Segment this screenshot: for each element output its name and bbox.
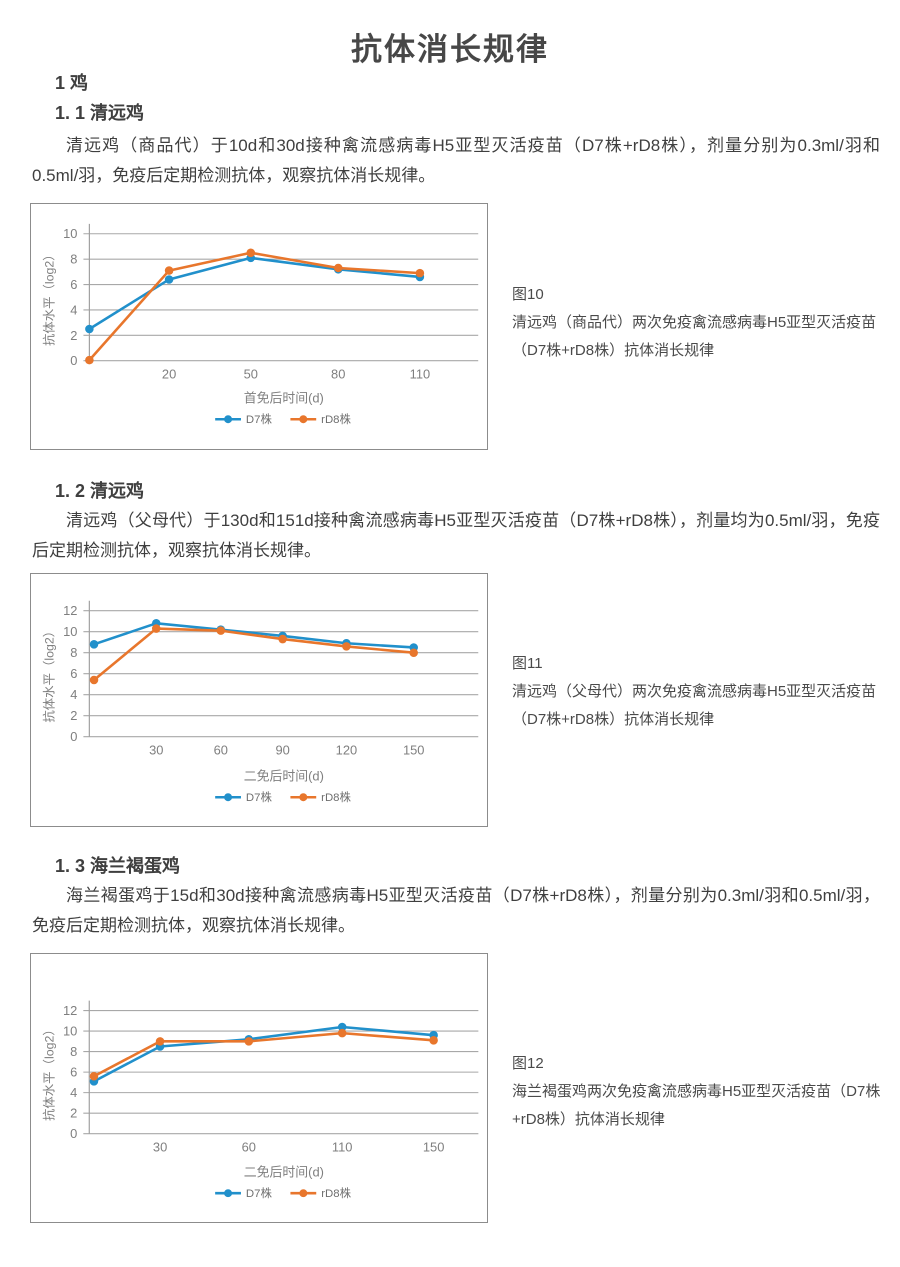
y-tick-label: 10 [63,1024,77,1039]
y-tick-label: 6 [70,277,77,292]
x-axis-title: 首免后时间(d) [244,390,324,405]
y-tick-label: 2 [70,708,77,723]
data-point-D7株 [164,275,174,284]
y-tick-label: 0 [70,353,77,368]
data-point-rD8株 [155,1037,165,1046]
x-tick-label: 60 [242,1140,256,1155]
y-tick-label: 0 [70,729,77,744]
data-point-rD8株 [151,624,161,633]
legend-label-D7株: D7株 [246,1186,273,1200]
figure-12-caption: 图12 海兰褐蛋鸡两次免疫禽流感病毒H5亚型灭活疫苗（D7株+rD8株）抗体消长… [512,1050,886,1134]
paragraph-1-3: 海兰褐蛋鸡于15d和30d接种禽流感病毒H5亚型灭活疫苗（D7株+rD8株），剂… [32,886,880,935]
data-point-rD8株 [85,355,94,365]
data-point-D7株 [85,324,94,334]
data-point-rD8株 [409,648,418,657]
y-tick-label: 10 [63,624,77,639]
y-tick-label: 12 [63,603,77,618]
figure-10-line-chart: 0 2 4 6 8 10 20 50 80 110 首免后时间(d) 抗体水平（log2） D7株 rD8… [42,223,479,426]
legend-marker-D7株 [224,793,233,802]
figure-11-chart-frame: 0 2 4 6 8 10 12 30 60 90 120 150 二免后时间(d) 抗体水平（log2） D… [30,573,488,827]
x-tick-label: 30 [153,1140,167,1155]
x-tick-label: 60 [214,743,228,758]
figure-11-caption-text: 清远鸡（父母代）两次免疫禽流感病毒H5亚型灭活疫苗（D7株+rD8株）抗体消长规… [512,683,877,728]
figure-12-chart-frame: 0 2 4 6 8 10 12 30 60 110 150 二免后时间(d) 抗体水平（log2） D7株… [30,953,488,1223]
legend-label-rD8株: rD8株 [321,412,351,426]
data-point-rD8株 [244,1037,254,1046]
y-tick-label: 6 [70,666,77,681]
figure-10-chart-frame: 0 2 4 6 8 10 20 50 80 110 首免后时间(d) 抗体水平（log2） D7株 rD8… [30,203,488,450]
figure-11-label: 图11 [512,655,543,672]
figure-10-label: 图10 [512,286,544,303]
y-tick-label: 8 [70,645,77,660]
y-tick-label: 2 [70,1106,77,1121]
subsection-heading-1-1: 1. 1 清远鸡 [55,103,145,123]
y-tick-label: 6 [70,1065,77,1080]
series-line-rD8株 [88,251,420,361]
paragraph-1-1: 清远鸡（商品代）于10d和30d接种禽流感病毒H5亚型灭活疫苗（D7株+rD8株… [32,136,880,185]
legend-label-rD8株: rD8株 [321,790,351,804]
x-tick-label: 110 [410,367,431,382]
figure-11-line-chart: 0 2 4 6 8 10 12 30 60 90 120 150 二免后时间(d) 抗体水平（log2） D… [42,600,479,804]
figure-11-caption: 图11 清远鸡（父母代）两次免疫禽流感病毒H5亚型灭活疫苗（D7株+rD8株）抗… [512,650,886,734]
figure-10-caption: 图10 清远鸡（商品代）两次免疫禽流感病毒H5亚型灭活疫苗（D7株+rD8株）抗… [512,281,886,365]
figure-12-label: 图12 [512,1055,544,1072]
subsection-heading-1-2: 1. 2 清远鸡 [55,481,145,501]
x-tick-label: 50 [244,367,258,382]
legend-marker-D7株 [224,415,233,424]
y-tick-label: 2 [70,328,77,343]
x-axis-title: 二免后时间(d) [244,768,324,783]
chapter-heading: 1 鸡 [55,73,89,93]
data-point-rD8株 [337,1028,347,1038]
data-point-rD8株 [89,1071,99,1081]
data-point-rD8株 [278,634,287,644]
data-point-D7株 [337,1022,347,1032]
x-tick-label: 80 [331,367,345,382]
x-tick-label: 150 [403,743,424,758]
legend-label-D7株: D7株 [246,412,273,426]
series-line-D7株 [93,622,414,649]
y-axis-title: 抗体水平（log2） [42,1023,57,1121]
figure-10-caption-text: 清远鸡（商品代）两次免疫禽流感病毒H5亚型灭活疫苗（D7株+rD8株）抗体消长规… [512,314,877,359]
figure-12-line-chart: 0 2 4 6 8 10 12 30 60 110 150 二免后时间(d) 抗体水平（log2） D7株… [42,1000,479,1200]
y-axis-title: 抗体水平（log2） [42,248,57,346]
data-point-rD8株 [415,268,425,278]
x-tick-label: 20 [162,367,176,382]
paragraph-1-2: 清远鸡（父母代）于130d和151d接种禽流感病毒H5亚型灭活疫苗（D7株+rD… [32,511,880,560]
x-tick-label: 150 [423,1140,445,1155]
legend-marker-rD8株 [299,415,308,424]
y-tick-label: 4 [70,1085,77,1100]
legend-marker-rD8株 [299,793,308,802]
figure-12-caption-text: 海兰褐蛋鸡两次免疫禽流感病毒H5亚型灭活疫苗（D7株+rD8株）抗体消长规律 [512,1083,881,1128]
legend-label-D7株: D7株 [246,790,273,804]
data-point-rD8株 [333,263,343,273]
page-title: 抗体消长规律 [351,32,549,67]
data-point-D7株 [89,640,99,649]
y-tick-label: 0 [70,1126,77,1141]
y-tick-label: 4 [70,302,77,317]
series-line-rD8株 [93,627,414,682]
x-tick-label: 120 [336,743,357,758]
x-tick-label: 30 [149,743,163,758]
data-point-rD8株 [164,266,174,275]
y-tick-label: 4 [70,687,77,702]
series-line-D7株 [88,256,421,331]
data-point-rD8株 [216,626,226,635]
x-axis-title: 二免后时间(d) [244,1164,324,1179]
x-tick-label: 90 [275,743,289,758]
legend-label-rD8株: rD8株 [321,1186,351,1200]
data-point-rD8株 [89,675,99,685]
y-tick-label: 12 [63,1003,77,1018]
data-point-rD8株 [246,248,256,258]
x-tick-label: 110 [332,1140,353,1155]
y-tick-label: 10 [63,226,77,241]
data-point-rD8株 [429,1036,438,1045]
legend-marker-D7株 [224,1189,233,1198]
y-tick-label: 8 [70,1044,77,1059]
y-tick-label: 8 [70,252,77,267]
data-point-rD8株 [342,642,351,651]
legend-marker-rD8株 [299,1189,308,1198]
y-axis-title: 抗体水平（log2） [42,625,57,723]
subsection-heading-1-3: 1. 3 海兰褐蛋鸡 [55,856,181,876]
